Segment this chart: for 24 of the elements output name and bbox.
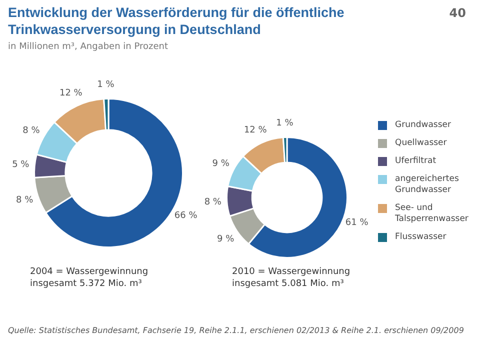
- legend-label: Grundwasser: [395, 120, 451, 131]
- chart-subtitle: in Millionen m³, Angaben in Prozent: [8, 42, 168, 52]
- text: 2004 = Wassergewinnung insgesamt 5.372 Mio. m³: [30, 266, 150, 290]
- chart-title: Entwicklung der Wasserförderung für die öffentliche Trinkwasserversorgung in Deutschland: [8, 4, 346, 38]
- data-label: 8 %: [204, 198, 222, 208]
- data-label: 12 %: [59, 88, 83, 98]
- legend-label: angereichertes Grundwasser: [395, 174, 460, 196]
- legend-label: Quellwasser: [395, 138, 447, 149]
- data-label: 1 %: [97, 80, 115, 90]
- text: 40: [449, 6, 466, 20]
- data-label: 8 %: [22, 126, 40, 136]
- data-label: 1 %: [276, 118, 294, 129]
- data-label: 9 %: [217, 234, 235, 245]
- source-note: Quelle: Statistisches Bundesamt, Fachserie 19, Reihe 2.1.1, erschienen 02/2013 & Reihe 2.1. erschienen 09/2009: [8, 326, 464, 335]
- data-label: 5 %: [12, 160, 30, 170]
- data-label: 12 %: [244, 126, 268, 136]
- text: 2010 = Wassergewinnung insgesamt 5.081 Mio. m³: [232, 266, 352, 290]
- legend-label: Uferfiltrat: [395, 156, 436, 167]
- data-label: 66 %: [174, 210, 198, 221]
- data-label: 8 %: [16, 196, 34, 206]
- data-label: 61 %: [345, 218, 369, 228]
- legend-label: Flusswasser: [395, 232, 446, 243]
- legend-label: See- und Talsperrenwasser: [395, 203, 470, 225]
- data-label: 9 %: [212, 159, 230, 170]
